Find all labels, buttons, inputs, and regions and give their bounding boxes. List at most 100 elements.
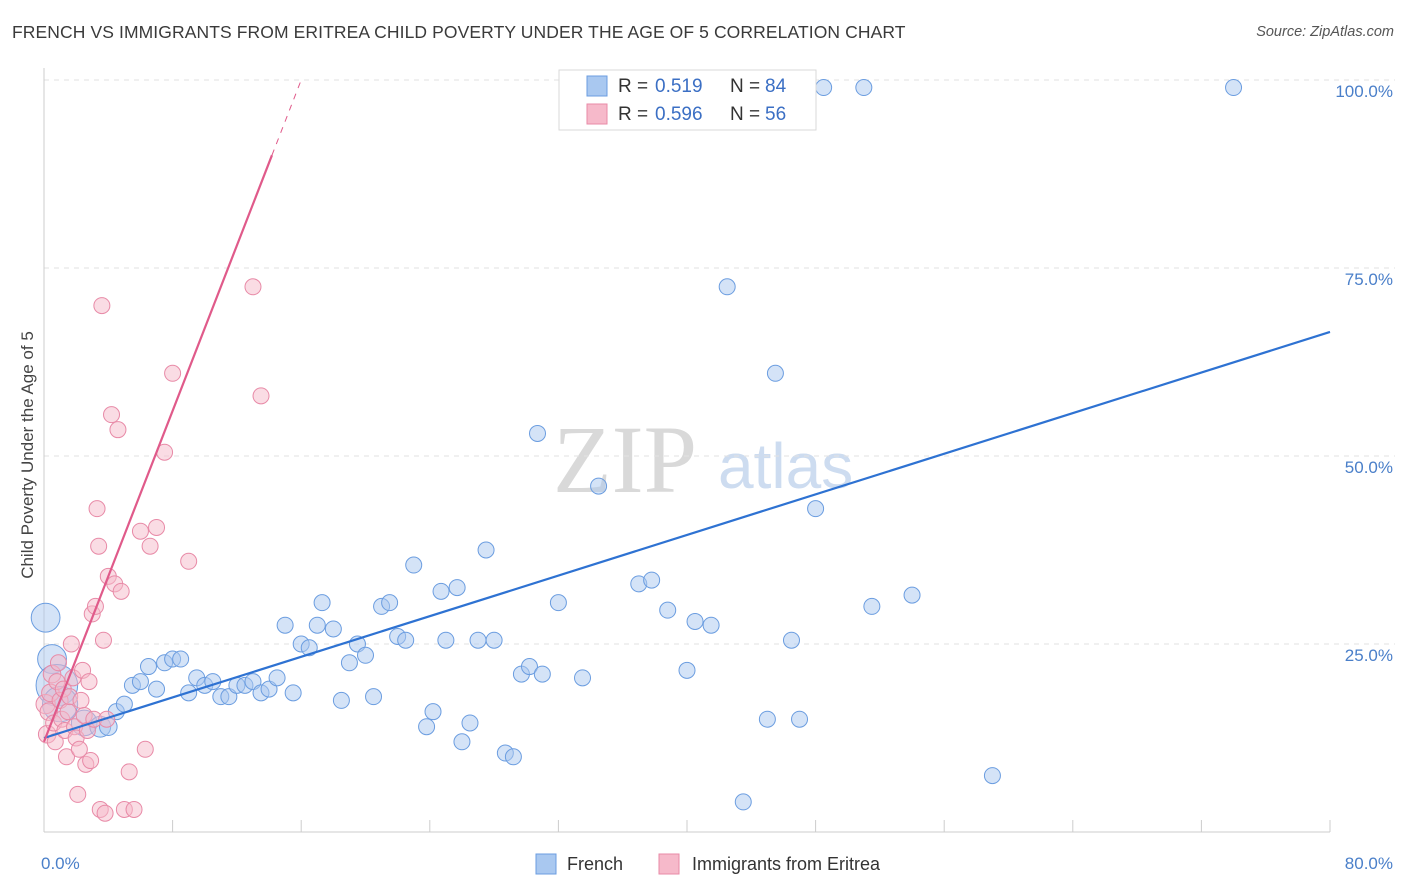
- eritrea-point: [49, 654, 67, 672]
- trendlines: [42, 79, 1331, 743]
- french-point: [332, 691, 350, 709]
- y-axis-label: Child Poverty Under the Age of 5: [18, 331, 37, 579]
- french-point: [172, 650, 190, 668]
- legend-r-label-eritrea: R =: [618, 104, 648, 125]
- french-point: [148, 680, 166, 698]
- trendline-french: [43, 330, 1331, 740]
- french-point: [520, 658, 538, 676]
- x-tick-labels: 0.0% 80.0%: [41, 854, 1393, 873]
- french-point: [863, 597, 881, 615]
- eritrea-point: [58, 748, 76, 766]
- gridlines: [44, 79, 1395, 645]
- french-point: [268, 669, 286, 687]
- french-point: [357, 646, 374, 664]
- eritrea-point: [94, 631, 112, 649]
- french-point: [903, 586, 921, 604]
- french-point: [418, 718, 436, 736]
- french-point: [313, 594, 331, 612]
- legend-n-value-french: 84: [765, 76, 787, 97]
- french-point: [718, 278, 736, 296]
- eritrea-point: [70, 740, 88, 758]
- legend-r-value-eritrea: 0.596: [655, 104, 703, 125]
- french-point: [782, 631, 800, 649]
- french-point: [461, 714, 479, 732]
- french-point: [485, 631, 503, 649]
- legend-swatch-eritrea: [586, 103, 608, 125]
- french-point: [533, 665, 551, 683]
- legend-n-label-french: N =: [730, 76, 760, 97]
- eritrea-point: [244, 278, 262, 296]
- legend-r-value-french: 0.519: [655, 76, 703, 97]
- eritrea-point: [80, 673, 98, 691]
- eritrea-point: [82, 752, 100, 770]
- french-point: [30, 602, 61, 633]
- legend-swatch-french: [586, 75, 608, 97]
- french-point: [791, 710, 809, 728]
- eritrea-point: [109, 421, 127, 439]
- legend-n-label-eritrea: N =: [730, 104, 760, 125]
- french-point: [702, 616, 720, 634]
- french-point: [365, 688, 383, 706]
- french-point: [549, 594, 567, 612]
- french-point: [477, 541, 495, 559]
- eritrea-point: [90, 537, 108, 555]
- eritrea-point: [96, 804, 114, 822]
- french-point: [131, 673, 149, 691]
- french-point: [432, 582, 450, 600]
- bottom-legend-swatch-eritrea: [658, 853, 680, 875]
- trendline-eritrea-extension: [271, 79, 302, 156]
- eritrea-point: [148, 518, 166, 536]
- eritrea-point: [252, 387, 270, 405]
- french-point: [324, 620, 342, 638]
- french-point: [437, 631, 455, 649]
- eritrea-point: [164, 364, 182, 382]
- french-point: [276, 616, 294, 634]
- trendline-eritrea: [42, 154, 273, 743]
- eritrea-point: [131, 522, 149, 540]
- french-point: [397, 631, 415, 649]
- eritrea-point: [120, 763, 138, 781]
- french-point: [855, 79, 873, 97]
- eritrea-point: [72, 691, 90, 709]
- source-credit: Source: ZipAtlas.com: [1256, 24, 1394, 40]
- french-point: [643, 571, 661, 589]
- french-point: [424, 703, 442, 721]
- eritrea-point: [180, 552, 198, 570]
- series-eritrea: [35, 278, 270, 822]
- french-point: [766, 364, 784, 382]
- french-point: [659, 601, 677, 619]
- watermark: ZIP atlas: [553, 406, 853, 513]
- french-point: [574, 669, 592, 687]
- eritrea-point: [62, 635, 80, 653]
- french-point: [284, 684, 302, 702]
- x-tick-label: 80.0%: [1345, 854, 1393, 873]
- eritrea-point: [69, 785, 87, 803]
- x-tick-label: 0.0%: [41, 854, 80, 873]
- french-point: [405, 556, 423, 574]
- legend: R = 0.519 N = 84 R = 0.596 N = 56: [558, 69, 817, 131]
- legend-r-label-french: R =: [618, 76, 648, 97]
- french-point: [529, 424, 547, 442]
- french-point: [734, 793, 752, 811]
- bottom-legend-label-eritrea: Immigrants from Eritrea: [692, 854, 881, 874]
- french-point: [469, 631, 487, 649]
- y-tick-label: 25.0%: [1345, 646, 1393, 665]
- eritrea-point: [141, 537, 159, 555]
- y-tick-label: 75.0%: [1345, 270, 1393, 289]
- french-point: [340, 654, 358, 672]
- legend-n-value-eritrea: 56: [765, 104, 786, 125]
- french-point: [686, 612, 704, 630]
- french-point: [139, 658, 157, 676]
- watermark-zip: ZIP: [553, 406, 697, 513]
- chart-title: FRENCH VS IMMIGRANTS FROM ERITREA CHILD …: [12, 22, 906, 42]
- watermark-atlas: atlas: [718, 430, 853, 502]
- eritrea-point: [112, 582, 130, 600]
- french-point: [381, 594, 399, 612]
- y-tick-label: 100.0%: [1335, 82, 1393, 101]
- french-point: [807, 500, 825, 518]
- french-point: [448, 579, 466, 597]
- bottom-legend-label-french: French: [567, 854, 623, 874]
- eritrea-point: [136, 740, 154, 758]
- bottom-legend: French Immigrants from Eritrea: [535, 853, 881, 875]
